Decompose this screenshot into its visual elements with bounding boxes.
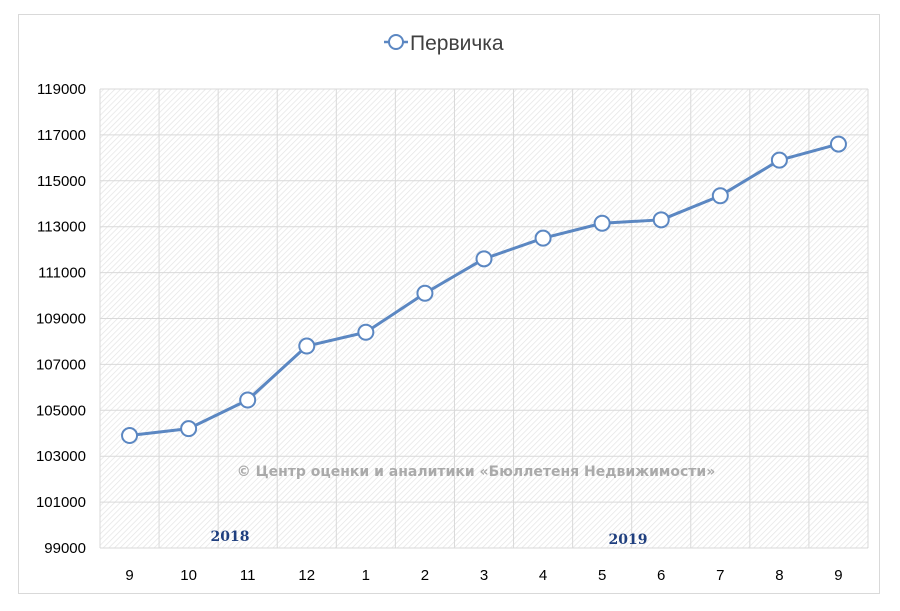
y-tick-label: 115000 — [37, 173, 86, 190]
data-point — [298, 337, 316, 355]
x-tick-label: 1 — [362, 567, 370, 584]
y-tick-label: 103000 — [36, 448, 86, 465]
data-point — [534, 229, 552, 247]
data-point — [770, 151, 788, 169]
y-tick-label: 107000 — [36, 356, 86, 373]
y-tick-label: 117000 — [37, 127, 86, 144]
watermark-text: © Центр оценки и аналитики «Бюллетеня Не… — [237, 464, 716, 480]
data-point — [239, 391, 257, 409]
y-tick-label: 119000 — [37, 81, 86, 98]
x-tick-label: 12 — [298, 567, 315, 584]
year-label-2019: 2019 — [609, 532, 648, 548]
y-tick-label: 113000 — [37, 219, 86, 236]
data-point — [416, 284, 434, 302]
data-point — [475, 250, 493, 268]
x-tick-label: 11 — [240, 567, 256, 584]
data-point — [829, 135, 847, 153]
data-point — [593, 214, 611, 232]
legend-label: Первичка — [410, 32, 504, 55]
gridlines — [99, 88, 869, 549]
data-point — [357, 323, 375, 341]
y-tick-label: 99000 — [44, 540, 86, 557]
x-tick-label: 3 — [480, 567, 488, 584]
x-tick-label: 10 — [180, 567, 197, 584]
y-tick-label: 109000 — [36, 311, 86, 328]
y-tick-label: 111000 — [38, 265, 86, 282]
x-tick-label: 9 — [125, 567, 133, 584]
year-label-2018: 2018 — [211, 529, 250, 545]
series-pervichka — [121, 135, 847, 445]
y-tick-label: 105000 — [36, 402, 86, 419]
data-point — [180, 420, 198, 438]
data-point — [711, 187, 729, 205]
x-tick-label: 5 — [598, 567, 606, 584]
x-tick-label: 9 — [834, 567, 842, 584]
data-point — [121, 427, 139, 445]
chart-legend: Первичка — [384, 32, 504, 55]
x-tick-label: 7 — [716, 567, 724, 584]
x-tick-label: 8 — [775, 567, 783, 584]
x-axis: 9 10 11 12 1 2 3 4 5 6 7 8 9 — [100, 547, 868, 584]
legend-marker — [388, 34, 404, 50]
x-tick-label: 2 — [421, 567, 429, 584]
x-tick-label: 6 — [657, 567, 665, 584]
y-tick-label: 101000 — [36, 494, 86, 511]
x-tick-label: 4 — [539, 567, 547, 584]
data-point — [652, 211, 670, 229]
y-axis: 99000 101000 103000 105000 107000 109000 11100… — [36, 81, 86, 557]
